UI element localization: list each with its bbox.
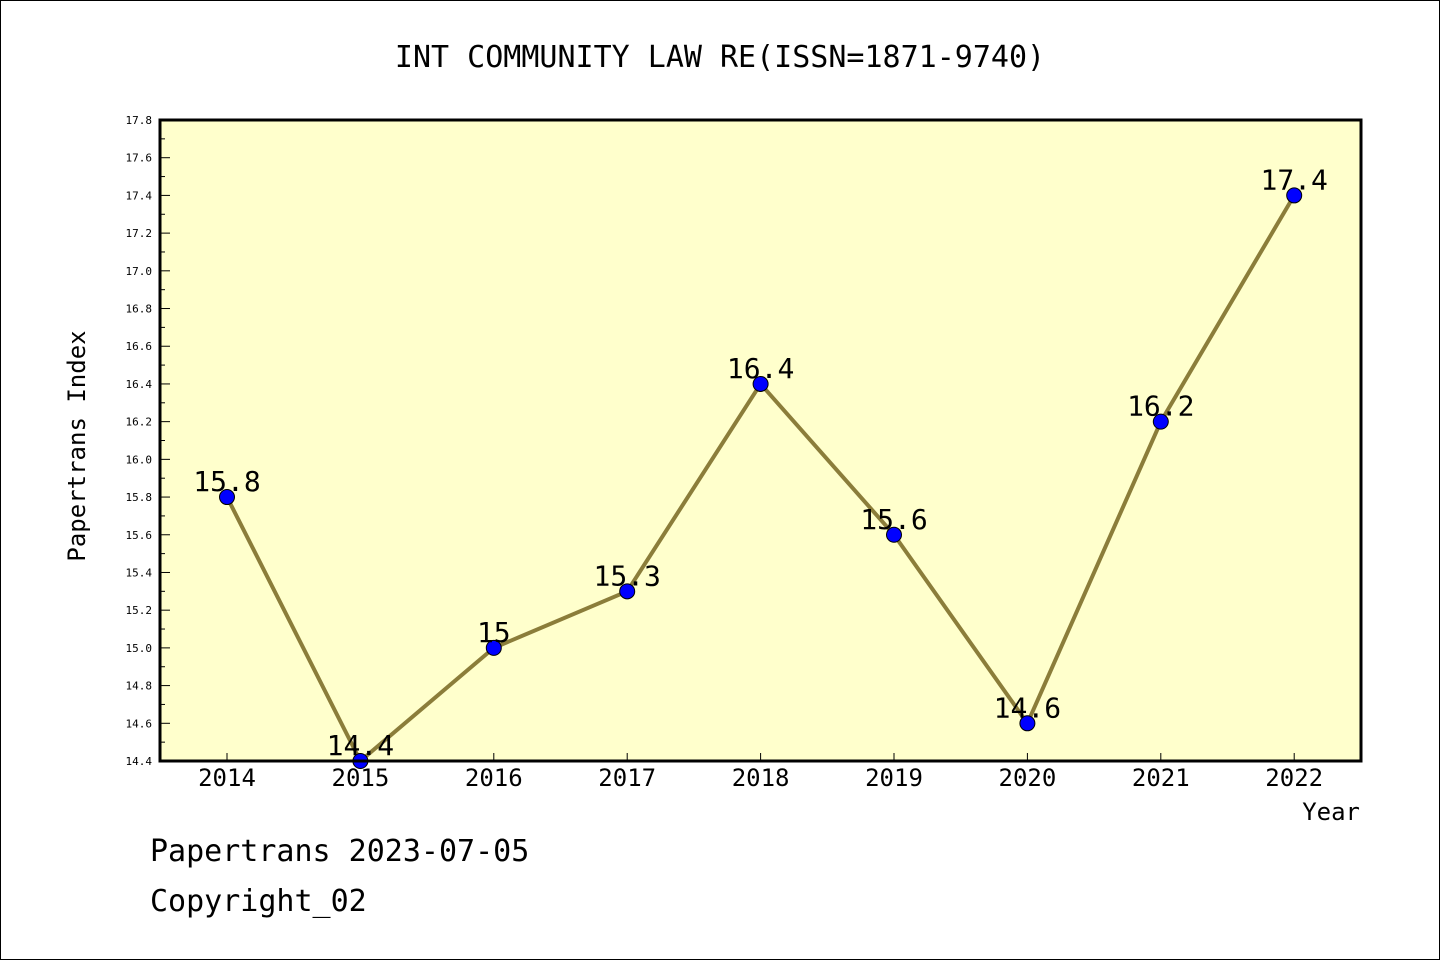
x-tick-label: 2022: [1265, 764, 1323, 792]
data-point-marker: [1286, 187, 1303, 204]
series-layer: [219, 187, 1303, 769]
y-axis: 14.4 14.6 14.8 15.0 15.2 15.4 15.6 15.8 16.0 16.2…: [126, 114, 170, 768]
y-tick-label: 16.2: [126, 416, 153, 429]
y-tick-label: 15.0: [126, 642, 153, 655]
y-tick-label: 15.4: [126, 566, 153, 579]
data-label: 16.4: [727, 352, 794, 385]
plot-area: [160, 120, 1361, 761]
y-tick-label: 17.8: [126, 114, 153, 127]
y-tick-label: 17.6: [126, 152, 153, 165]
y-tick-label: 16.0: [126, 453, 153, 466]
data-label: 14.6: [994, 691, 1061, 724]
y-tick-label: 14.6: [126, 717, 153, 730]
y-tick-label: 16.4: [126, 378, 153, 391]
data-labels: 15.8 14.4 15 15.3 16.4 15.6 14.6 16.2 17.4: [193, 163, 1328, 762]
y-tick-label: 14.8: [126, 680, 153, 693]
data-point-marker: [485, 639, 502, 656]
x-tick-label: 2014: [198, 764, 256, 792]
x-axis: 2014 2015 2016 2017 2018 2019 2020 2021 2022: [198, 753, 1323, 792]
data-label: 15.6: [860, 503, 927, 536]
y-tick-label: 17.2: [126, 227, 153, 240]
x-tick-label: 2017: [598, 764, 656, 792]
x-tick-label: 2020: [999, 764, 1057, 792]
data-point-marker: [886, 526, 902, 543]
data-point-marker: [1152, 413, 1169, 430]
y-tick-label: 15.2: [126, 604, 153, 617]
x-tick-label: 2019: [865, 764, 923, 792]
data-label: 15.3: [593, 559, 660, 592]
data-point-marker: [1019, 715, 1036, 732]
y-tick-label: 16.8: [126, 303, 153, 316]
data-point-marker: [219, 489, 235, 506]
plot-border: [158, 118, 1363, 763]
y-tick-label: 16.6: [126, 340, 153, 353]
data-label: 15.8: [193, 465, 260, 498]
y-axis-title: Papertrans Index: [63, 330, 91, 561]
data-label: 14.4: [327, 729, 394, 762]
y-tick-label: 17.4: [126, 189, 153, 202]
footer-copyright: Copyright_02: [150, 884, 367, 919]
chart-title: INT COMMUNITY LAW RE(ISSN=1871-9740): [395, 40, 1045, 75]
y-tick-label: 17.0: [126, 265, 153, 278]
data-point-marker: [752, 375, 769, 392]
x-tick-label: 2016: [465, 764, 523, 792]
footer-source-date: Papertrans 2023-07-05: [150, 834, 530, 869]
y-tick-label: 14.4: [126, 755, 153, 768]
data-point-marker: [619, 583, 636, 600]
x-tick-label: 2018: [732, 764, 790, 792]
y-tick-label: 15.6: [126, 529, 153, 542]
x-tick-label: 2021: [1132, 764, 1190, 792]
y-tick-label: 15.8: [126, 491, 153, 504]
data-label: 15: [477, 616, 511, 649]
data-label: 16.2: [1127, 390, 1194, 423]
x-axis-title: Year: [1302, 798, 1360, 826]
data-label: 17.4: [1260, 163, 1327, 196]
